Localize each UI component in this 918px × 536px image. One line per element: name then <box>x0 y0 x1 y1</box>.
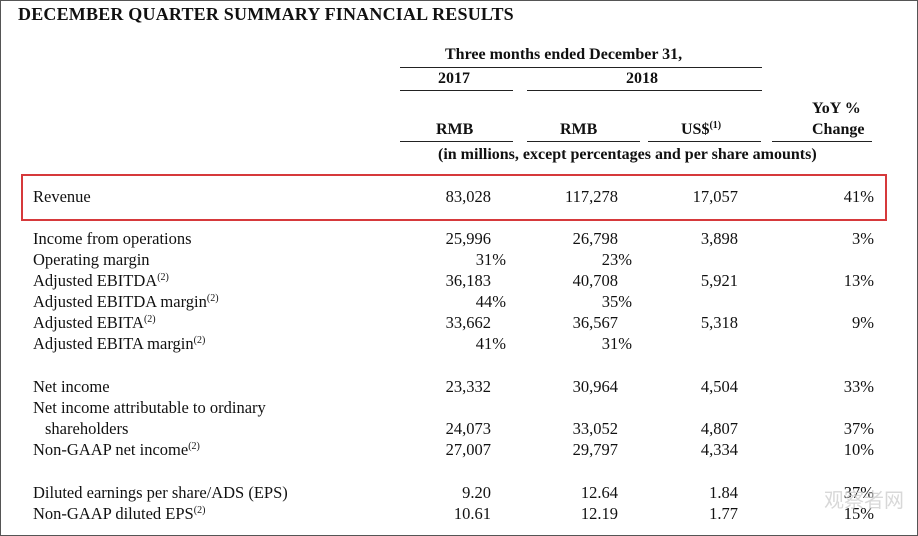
col-yoy-rule <box>772 141 872 142</box>
cell-yoy: 41% <box>843 187 874 206</box>
table-row: Revenue 83,028 117,278 17,057 41% <box>0 187 918 208</box>
year-2017-header: 2017 <box>438 70 470 87</box>
row-label: Operating margin <box>33 250 150 269</box>
row-footnote: (2) <box>206 293 219 304</box>
yoy-header-line2: Change <box>812 121 865 138</box>
table-row: Net income attributable to ordinary <box>0 398 918 419</box>
cell-2017-rmb: 24,073 <box>445 419 491 438</box>
cell-2018-usd: 4,334 <box>700 440 738 459</box>
cell-yoy: 13% <box>843 271 874 290</box>
cell-2017-rmb: 41% <box>475 334 506 353</box>
table-row: shareholders 24,073 33,052 4,807 37% <box>0 419 918 440</box>
year-2017-rule <box>400 90 513 91</box>
row-label: Income from operations <box>33 229 192 248</box>
col-usd-header: US$(1) <box>681 121 721 139</box>
table-row: Net income 23,332 30,964 4,504 33% <box>0 377 918 398</box>
cell-2018-rmb: 23% <box>601 250 632 269</box>
cell-yoy: 37% <box>843 419 874 438</box>
col-rmb-2017-rule <box>400 141 513 142</box>
page-title: DECEMBER QUARTER SUMMARY FINANCIAL RESUL… <box>18 4 514 24</box>
table-row: Adjusted EBITA margin(2) 41% 31% <box>0 334 918 355</box>
units-note: (in millions, except percentages and per… <box>438 146 817 163</box>
cell-2018-usd: 5,318 <box>700 313 738 332</box>
period-rule <box>400 67 762 68</box>
row-label: Adjusted EBITA <box>33 313 144 332</box>
watermark: 观察者网 <box>824 488 904 512</box>
cell-2018-rmb: 40,708 <box>572 271 618 290</box>
cell-2018-usd: 1.77 <box>709 504 738 523</box>
row-label: Net income <box>33 377 110 396</box>
cell-2017-rmb: 36,183 <box>445 271 491 290</box>
cell-2018-usd: 1.84 <box>709 483 738 502</box>
cell-2018-rmb: 33,052 <box>572 419 618 438</box>
cell-2017-rmb: 25,996 <box>445 229 491 248</box>
col-rmb-2018-header: RMB <box>560 121 598 138</box>
table-row: Adjusted EBITA(2) 33,662 36,567 5,318 9% <box>0 313 918 334</box>
row-label: shareholders <box>45 419 129 438</box>
row-label: Diluted earnings per share/ADS (EPS) <box>33 483 288 502</box>
table-row: Diluted earnings per share/ADS (EPS) 9.2… <box>0 483 918 504</box>
cell-yoy: 10% <box>843 440 874 459</box>
cell-2018-usd: 3,898 <box>700 229 738 248</box>
row-footnote: (2) <box>193 335 206 346</box>
yoy-header-line1: YoY % <box>812 100 861 117</box>
cell-2018-rmb: 12.64 <box>580 483 618 502</box>
row-footnote: (2) <box>157 272 169 283</box>
row-label: Non-GAAP diluted EPS <box>33 504 194 523</box>
row-footnote: (2) <box>193 505 206 516</box>
cell-2018-usd: 17,057 <box>692 187 738 206</box>
row-footnote: (2) <box>143 314 156 325</box>
year-2018-header: 2018 <box>626 70 658 87</box>
table-row: Adjusted EBITDA(2) 36,183 40,708 5,921 1… <box>0 271 918 292</box>
row-label: Net income attributable to ordinary <box>33 398 266 417</box>
cell-2018-rmb: 117,278 <box>564 187 618 206</box>
cell-2018-usd: 4,504 <box>700 377 738 396</box>
row-footnote: (2) <box>188 441 200 452</box>
cell-2017-rmb: 44% <box>475 292 506 311</box>
cell-yoy: 37% <box>843 483 874 502</box>
cell-2017-rmb: 33,662 <box>445 313 491 332</box>
cell-2018-usd: 5,921 <box>700 271 738 290</box>
table-row: Non-GAAP net income(2) 27,007 29,797 4,3… <box>0 440 918 461</box>
cell-2018-rmb: 30,964 <box>572 377 618 396</box>
cell-2018-usd: 4,807 <box>700 419 738 438</box>
table-row: Income from operations 25,996 26,798 3,8… <box>0 229 918 250</box>
cell-2018-rmb: 12.19 <box>580 504 618 523</box>
cell-yoy: 9% <box>852 313 874 332</box>
cell-2017-rmb: 31% <box>475 250 506 269</box>
col-rmb-2018-rule <box>527 141 640 142</box>
cell-2018-rmb: 29,797 <box>572 440 618 459</box>
table-row: Operating margin 31% 23% <box>0 250 918 271</box>
cell-2018-rmb: 31% <box>601 334 632 353</box>
col-usd-rule <box>648 141 761 142</box>
row-label: Adjusted EBITA margin <box>33 334 194 353</box>
row-label: Non-GAAP net income <box>33 440 189 459</box>
row-label: Adjusted EBITDA margin <box>33 292 207 311</box>
row-label: Revenue <box>33 187 91 206</box>
cell-2018-rmb: 35% <box>601 292 632 311</box>
col-usd-note: (1) <box>709 120 722 131</box>
cell-2017-rmb: 10.61 <box>453 504 491 523</box>
cell-yoy: 15% <box>843 504 874 523</box>
table-row: Adjusted EBITDA margin(2) 44% 35% <box>0 292 918 313</box>
table-row: Non-GAAP diluted EPS(2) 10.61 12.19 1.77… <box>0 504 918 525</box>
col-usd-label: US$ <box>681 121 710 138</box>
cell-2018-rmb: 36,567 <box>572 313 618 332</box>
year-2018-rule <box>527 90 762 91</box>
cell-yoy: 3% <box>852 229 874 248</box>
cell-2018-rmb: 26,798 <box>572 229 618 248</box>
col-rmb-2017-header: RMB <box>436 121 474 138</box>
cell-2017-rmb: 23,332 <box>445 377 491 396</box>
cell-2017-rmb: 9.20 <box>462 483 491 502</box>
cell-2017-rmb: 83,028 <box>445 187 491 206</box>
row-label: Adjusted EBITDA <box>33 271 158 290</box>
cell-2017-rmb: 27,007 <box>445 440 491 459</box>
revenue-highlight-box <box>21 174 887 221</box>
cell-yoy: 33% <box>843 377 874 396</box>
period-header: Three months ended December 31, <box>445 46 683 63</box>
